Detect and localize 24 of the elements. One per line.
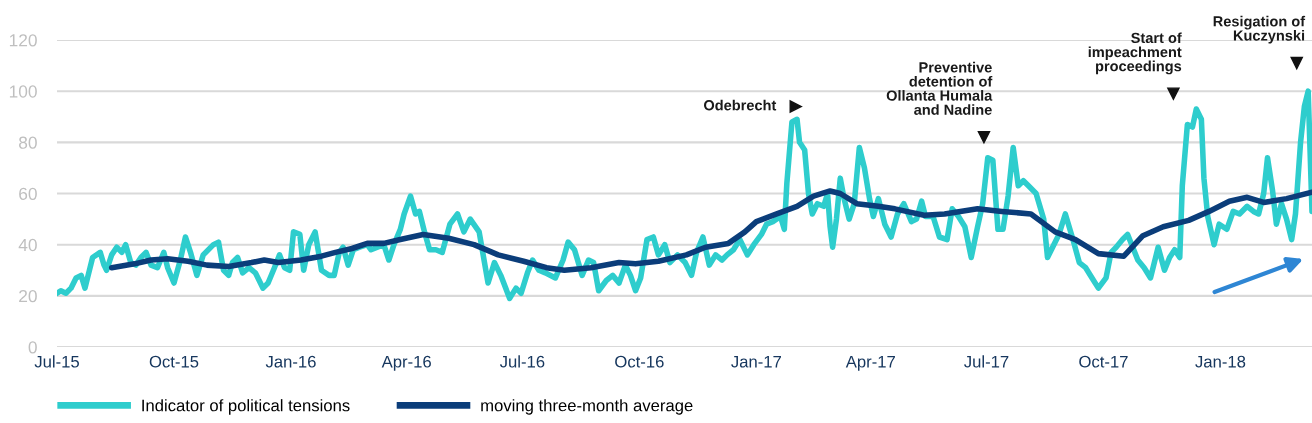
annotation: Resigation of Kuczynski [1213, 15, 1306, 44]
annotation: Start of impeachment proceedings [1088, 32, 1182, 75]
x-tick-label: Oct-15 [149, 355, 199, 368]
x-tick-label: Jul-17 [964, 355, 1009, 368]
y-tick-label: 20 [19, 290, 37, 303]
x-tick-label: Oct-16 [615, 355, 664, 368]
y-tick-label: 100 [9, 85, 37, 98]
y-tick-label: 80 [19, 136, 37, 149]
legend-label: Indicator of political tensions [142, 399, 350, 415]
x-tick-label: Jul-15 [34, 355, 79, 368]
x-tick-label: Jan-16 [265, 355, 316, 368]
x-tick-label: Jan-18 [1195, 355, 1246, 368]
annotation: Preventive detention of Ollanta Humala and Nadine [886, 61, 993, 115]
y-tick-label: 0 [28, 341, 37, 354]
legend-label: moving three-month average [481, 399, 693, 415]
x-tick-label: Oct-17 [1079, 355, 1128, 368]
annotation: Odebrecht [703, 99, 777, 111]
x-tick-label: Jan-17 [731, 355, 781, 368]
y-tick-label: 120 [9, 34, 37, 47]
x-tick-label: Apr-17 [845, 355, 895, 371]
x-tick-label: Jul-16 [499, 355, 545, 368]
y-tick-label: 40 [18, 238, 37, 252]
y-tick-label: 60 [19, 187, 37, 200]
x-tick-label: Apr-16 [381, 355, 431, 371]
